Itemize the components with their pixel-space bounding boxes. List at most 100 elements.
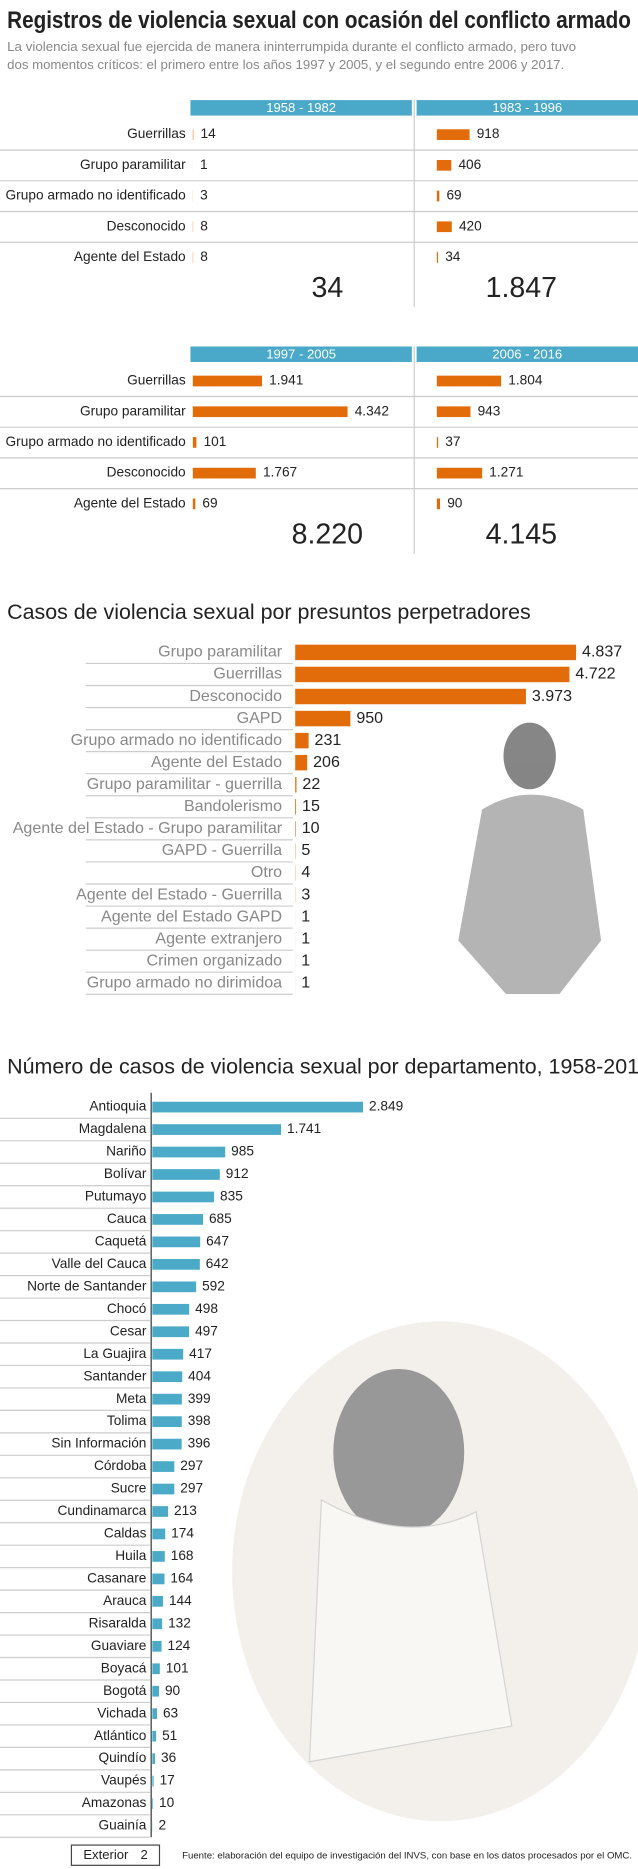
- value-label: 912: [226, 1166, 249, 1181]
- value-label: 90: [447, 495, 463, 510]
- bar: [152, 1596, 164, 1607]
- value-label: 15: [302, 797, 320, 815]
- bar: [192, 375, 263, 387]
- category-label: Agente del Estado: [151, 753, 282, 771]
- value-label: 835: [220, 1189, 243, 1204]
- category-label: Caldas: [104, 1526, 147, 1541]
- panel-header-label: 1997 - 2005: [266, 346, 336, 361]
- bar: [152, 1708, 158, 1720]
- value-label: 4.837: [582, 643, 622, 661]
- bar: [152, 1169, 220, 1180]
- bar: [152, 1551, 165, 1562]
- value-label: 124: [167, 1638, 190, 1653]
- value-label: 90: [165, 1683, 181, 1698]
- bar: [436, 406, 471, 418]
- row-label: Desconocido: [107, 218, 186, 233]
- total: 1.847: [486, 272, 557, 304]
- page-box: [70, 1844, 161, 1866]
- value-label: 101: [204, 434, 227, 449]
- bar: [436, 129, 470, 140]
- value-label: 101: [166, 1660, 189, 1675]
- value-label: 404: [188, 1368, 211, 1383]
- category-label: Sucre: [111, 1481, 147, 1496]
- bar: [295, 754, 308, 771]
- bar: [152, 1259, 200, 1270]
- value-label: 144: [169, 1593, 192, 1608]
- bar: [152, 1618, 163, 1630]
- category-label: Agente extranjero: [155, 929, 282, 947]
- value-label: 943: [478, 403, 501, 418]
- bar: [152, 1146, 226, 1158]
- value-label: 1: [301, 907, 310, 925]
- value-label: 685: [209, 1211, 232, 1226]
- bar: [152, 1663, 160, 1675]
- row-label: Agente del Estado: [74, 495, 186, 510]
- bar: [152, 1461, 175, 1472]
- value-label: 168: [171, 1548, 194, 1563]
- bar: [152, 1775, 154, 1787]
- category-label: Agente del Estado - Grupo paramilitar: [13, 819, 283, 837]
- value-label: 399: [188, 1391, 211, 1406]
- category-label: Bolívar: [104, 1166, 147, 1181]
- total: 8.220: [292, 518, 363, 550]
- bar: [152, 1753, 156, 1764]
- category-label: Bandolerismo: [184, 797, 282, 815]
- bar: [152, 1236, 201, 1248]
- value-label: 5: [301, 841, 310, 859]
- category-label: Cauca: [107, 1211, 147, 1226]
- photo-soldier: [458, 722, 602, 995]
- category-label: Huila: [115, 1548, 147, 1563]
- bar: [152, 1326, 190, 1338]
- row-label: Grupo paramilitar: [80, 157, 186, 172]
- bar: [436, 252, 439, 263]
- bar: [436, 498, 441, 510]
- bar: [152, 1124, 282, 1135]
- category-label: Bogotá: [103, 1683, 147, 1698]
- row-label: Guerrillas: [127, 126, 186, 141]
- panel-header: [190, 346, 412, 362]
- source: Fuente: elaboración del equipo de invest…: [182, 1850, 632, 1861]
- value-label: 14: [200, 126, 216, 141]
- value-label: 34: [445, 249, 461, 264]
- value-label: 396: [188, 1436, 211, 1451]
- category-label: Valle del Cauca: [52, 1256, 147, 1271]
- value-label: 2.849: [369, 1099, 403, 1114]
- page-number: 2: [140, 1847, 147, 1862]
- category-label: Córdoba: [94, 1458, 147, 1473]
- bar: [192, 498, 196, 510]
- category-label: Antioquia: [89, 1099, 146, 1114]
- value-label: 297: [180, 1481, 203, 1496]
- bar: [152, 1371, 183, 1383]
- value-label: 231: [315, 731, 342, 749]
- category-label: Meta: [116, 1391, 147, 1406]
- value-label: 206: [313, 753, 340, 771]
- value-label: 918: [477, 126, 500, 141]
- category-label: Amazonas: [82, 1795, 147, 1810]
- bar: [152, 1101, 364, 1113]
- value-label: 1.804: [508, 373, 543, 388]
- value-label: 69: [446, 188, 461, 203]
- value-label: 398: [188, 1413, 211, 1428]
- value-label: 1.741: [287, 1121, 321, 1136]
- chart-title: Casos de violencia sexual por presuntos …: [7, 600, 531, 624]
- category-label: Caquetá: [95, 1234, 147, 1249]
- bar: [152, 1416, 182, 1427]
- value-label: 950: [356, 709, 383, 727]
- category-label: Vichada: [97, 1705, 147, 1720]
- value-label: 8: [200, 218, 208, 233]
- bar: [152, 1506, 169, 1517]
- bar: [295, 732, 309, 749]
- bar: [152, 1483, 175, 1495]
- bar: [152, 1798, 154, 1809]
- bar: [295, 776, 297, 793]
- value-label: 647: [206, 1234, 229, 1249]
- value-label: 1: [200, 157, 208, 172]
- bar: [152, 1730, 157, 1742]
- value-label: 8: [200, 249, 208, 264]
- value-label: 17: [160, 1773, 175, 1788]
- category-label: La Guajira: [83, 1346, 146, 1361]
- value-label: 3.973: [532, 687, 572, 705]
- value-label: 1.941: [269, 373, 303, 388]
